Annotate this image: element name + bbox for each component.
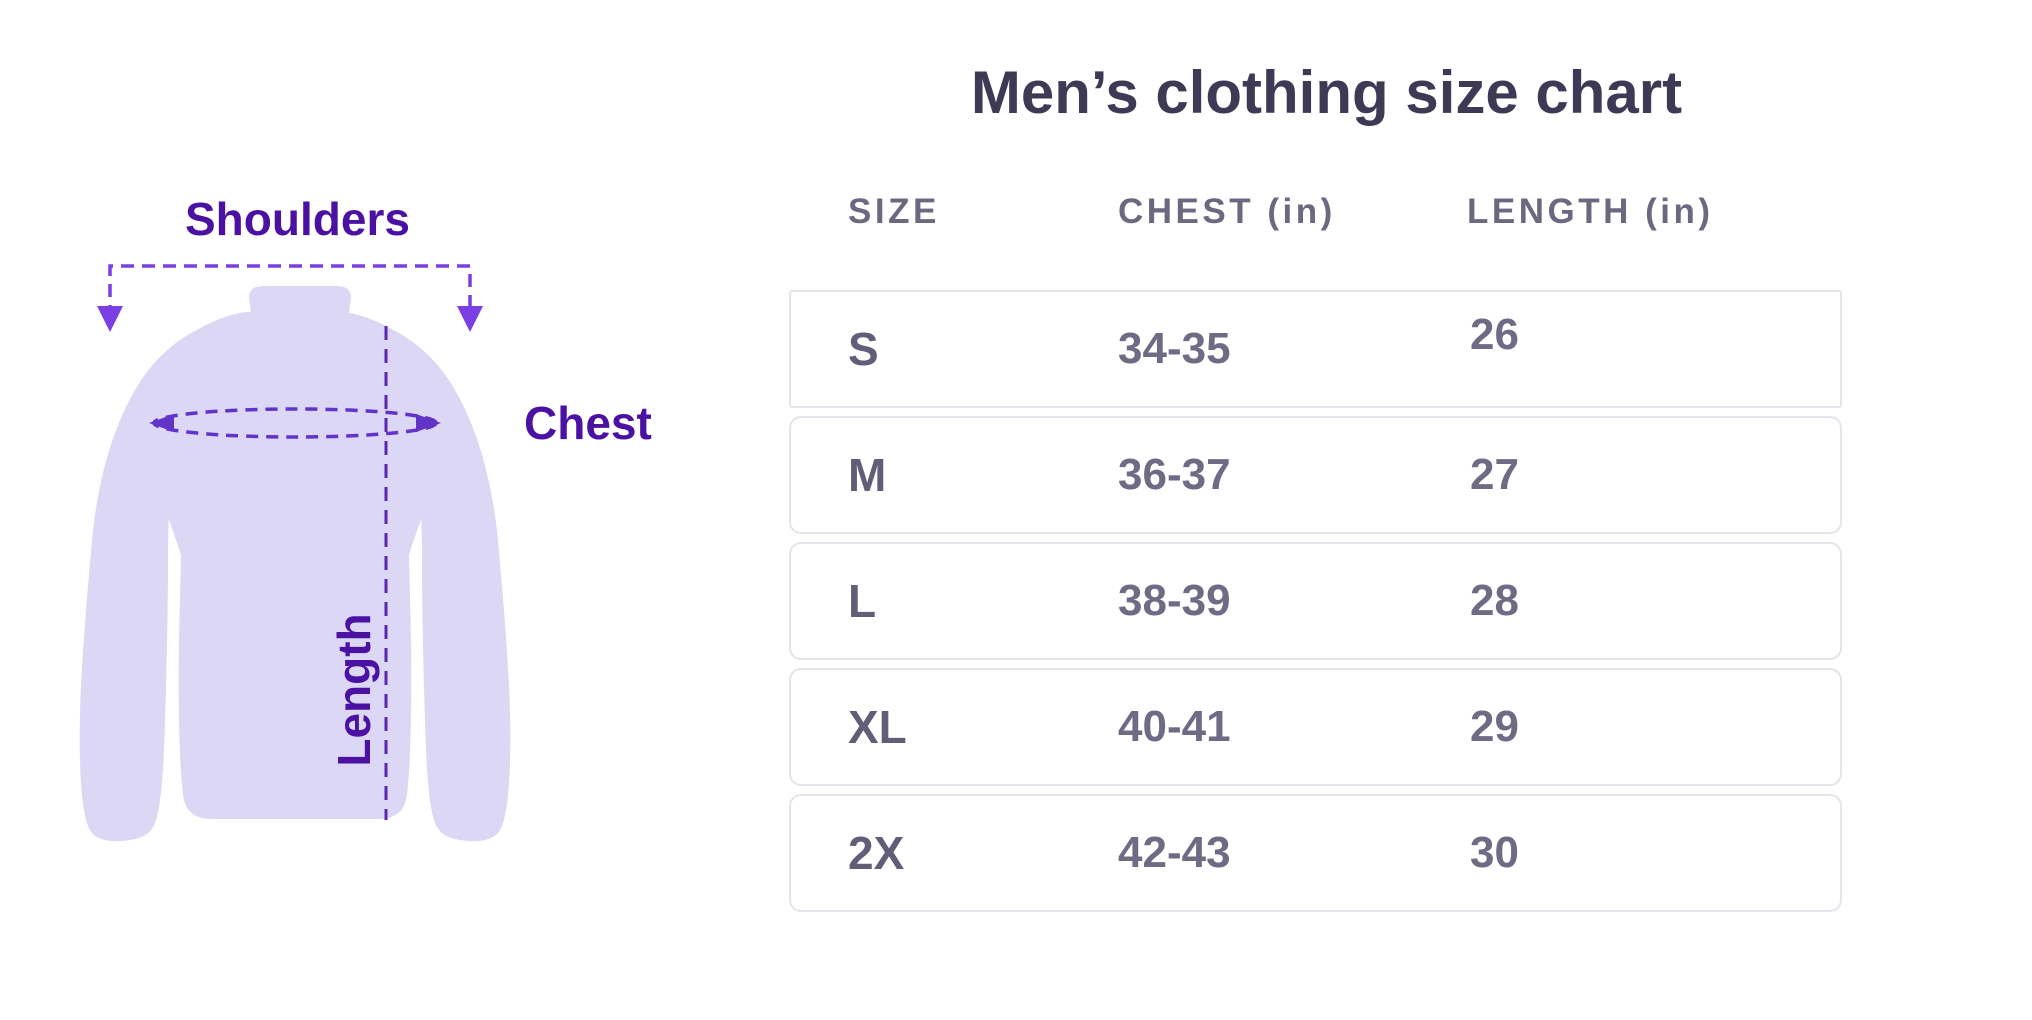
size-value: M bbox=[848, 449, 887, 501]
size-value: S bbox=[848, 323, 879, 375]
table-row-2x: 2X 42-43 30 bbox=[789, 794, 1842, 912]
size-chart-title: Men’s clothing size chart bbox=[970, 59, 1683, 126]
shirt-left-sleeve bbox=[79, 315, 245, 842]
column-header-length: LENGTH (in) bbox=[1467, 192, 1714, 231]
shirt-collar bbox=[249, 286, 351, 320]
size-value: L bbox=[848, 575, 877, 627]
shoulders-bracket-arrowheads bbox=[97, 306, 483, 332]
table-row-s: S 34-35 26 bbox=[789, 290, 1842, 408]
length-value: 27 bbox=[1470, 450, 1519, 499]
shirt-torso bbox=[144, 312, 446, 819]
size-value: XL bbox=[848, 701, 907, 753]
length-label: Length bbox=[328, 613, 380, 767]
shirt-right-sleeve bbox=[345, 315, 511, 842]
column-header-size: SIZE bbox=[848, 192, 940, 231]
chest-value: 40-41 bbox=[1118, 702, 1231, 751]
table-row-l: L 38-39 28 bbox=[789, 542, 1842, 660]
shoulders-label: Shoulders bbox=[185, 193, 410, 245]
size-chart-header-row: SIZE CHEST (in) LENGTH (in) bbox=[789, 190, 1842, 234]
shirt-silhouette bbox=[79, 286, 511, 842]
chest-ellipse-arrowheads bbox=[149, 414, 441, 432]
column-header-chest: CHEST (in) bbox=[1118, 192, 1336, 231]
size-value: 2X bbox=[848, 827, 905, 879]
length-value: 30 bbox=[1470, 828, 1519, 877]
chest-value: 42-43 bbox=[1118, 828, 1231, 877]
chest-value: 38-39 bbox=[1118, 576, 1231, 625]
table-row-xl: XL 40-41 29 bbox=[789, 668, 1842, 786]
chest-value: 34-35 bbox=[1118, 324, 1231, 373]
length-value: 28 bbox=[1470, 576, 1519, 625]
length-value: 26 bbox=[1470, 310, 1519, 359]
chest-value: 36-37 bbox=[1118, 450, 1231, 499]
chest-label: Chest bbox=[524, 397, 652, 449]
shoulders-bracket bbox=[108, 264, 472, 318]
length-value: 29 bbox=[1470, 702, 1519, 751]
table-row-m: M 36-37 27 bbox=[789, 416, 1842, 534]
